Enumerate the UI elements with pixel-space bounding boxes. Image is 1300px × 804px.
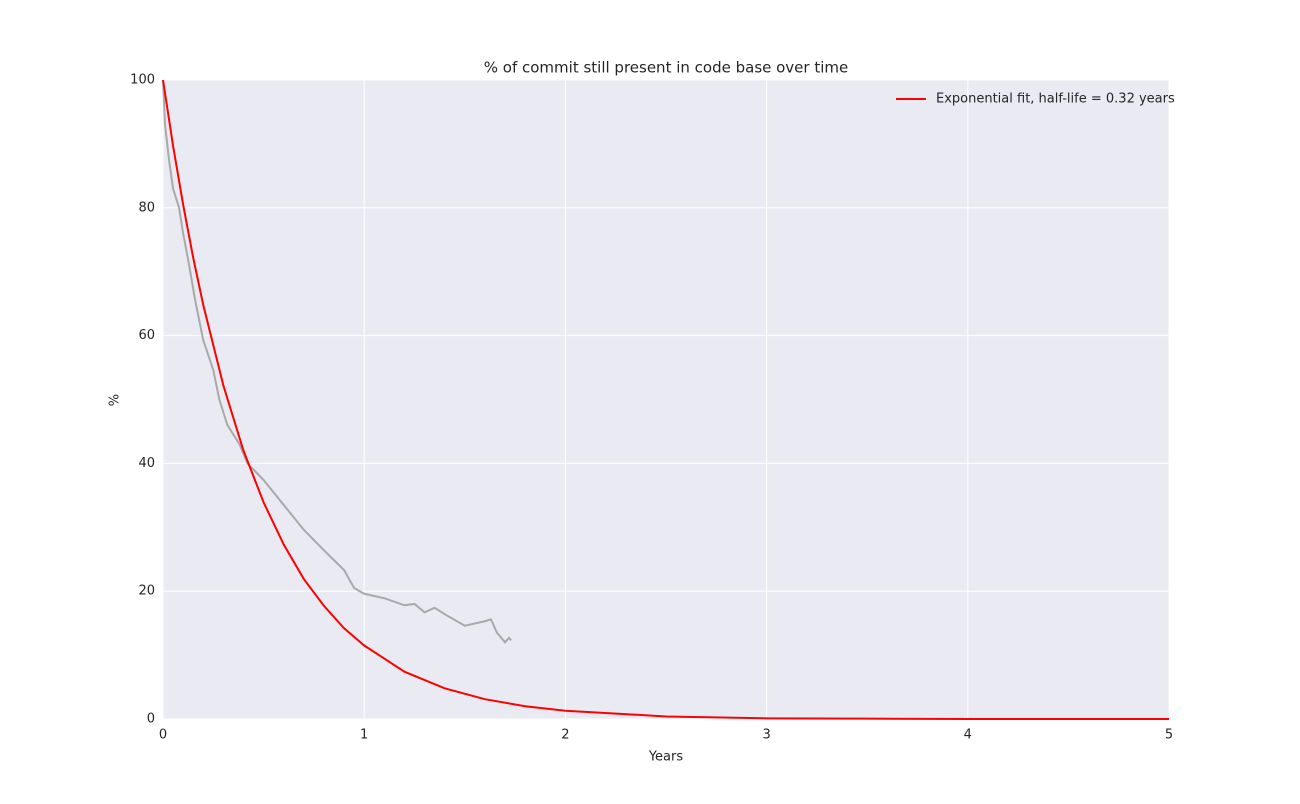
line	[162, 79, 512, 644]
x-tick-label: 4	[964, 728, 972, 743]
plot-area	[163, 80, 1169, 719]
x-tick-label: 0	[159, 728, 167, 743]
x-tick-label: 2	[561, 728, 569, 743]
x-tick-label: 5	[1165, 728, 1173, 743]
y-tick-label: 20	[138, 584, 155, 599]
legend-label: Exponential fit, half-life = 0.32 years	[936, 92, 1175, 107]
y-tick-label: 60	[138, 328, 155, 343]
chart-title: % of commit still present in code base o…	[484, 59, 848, 77]
x-axis-label: Years	[648, 750, 684, 765]
y-tick-label: 100	[130, 73, 155, 88]
y-tick-label: 80	[138, 200, 155, 215]
y-tick-label: 0	[147, 712, 155, 727]
x-tick-label: 3	[762, 728, 770, 743]
y-tick-label: 40	[138, 456, 155, 471]
line	[162, 79, 1169, 720]
y-axis-label: %	[108, 394, 123, 406]
x-tick-label: 1	[360, 728, 368, 743]
